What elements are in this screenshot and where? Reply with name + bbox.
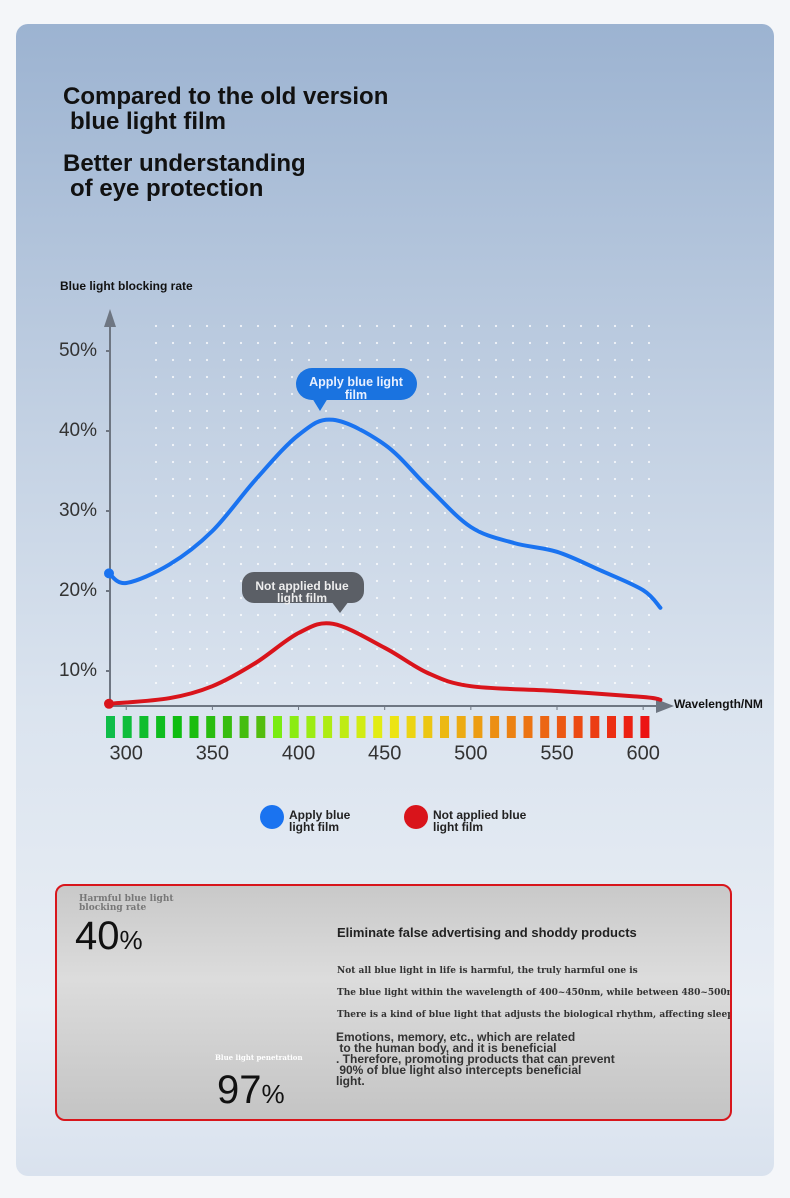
info-heading: Eliminate false advertising and shoddy p… xyxy=(337,925,637,940)
series-line xyxy=(107,417,663,610)
title-line: blue light film xyxy=(70,108,226,135)
x-tick-label: 350 xyxy=(196,742,229,764)
x-tick-label: 450 xyxy=(368,742,401,764)
y-tick-label: 30% xyxy=(59,500,97,521)
color-swatch xyxy=(473,716,483,738)
x-tick-label: 400 xyxy=(282,742,315,764)
info-line: to the human body, and it is beneficial xyxy=(336,1041,557,1055)
y-arrow xyxy=(104,309,116,327)
color-swatch xyxy=(506,716,516,738)
series-start-dot xyxy=(104,568,114,579)
info-line: 90% of blue light also intercepts benefi… xyxy=(336,1063,582,1077)
callout-bubble xyxy=(296,368,417,400)
legend-swatch xyxy=(404,805,428,829)
title-line: Compared to the old version xyxy=(63,83,389,110)
color-swatch xyxy=(406,716,416,738)
series-start-dot xyxy=(104,698,114,709)
info-box: Harmful blue light blocking rate 40% Blu… xyxy=(55,884,732,1121)
info-line: The blue light within the wavelength of … xyxy=(337,988,732,998)
color-swatch xyxy=(306,716,316,738)
color-swatch xyxy=(523,716,533,738)
legend-label: Not applied blue light film xyxy=(433,808,527,834)
info-line: There is a kind of blue light that adjus… xyxy=(337,1010,732,1020)
stat-value: 40% xyxy=(75,914,143,959)
color-swatch xyxy=(139,716,149,738)
color-swatch xyxy=(106,716,115,738)
color-swatch xyxy=(239,716,249,738)
stat-unit: % xyxy=(119,925,143,955)
color-swatch xyxy=(156,716,166,738)
legend-swatch xyxy=(260,805,284,829)
color-bar xyxy=(106,716,650,738)
stat-number: 40 xyxy=(75,914,120,958)
color-swatch xyxy=(206,716,216,738)
color-swatch xyxy=(389,716,399,738)
color-swatch xyxy=(373,716,383,738)
color-swatch xyxy=(273,716,282,738)
callout-pointer xyxy=(312,398,328,411)
y-tick-label: 40% xyxy=(59,420,97,441)
y-axis-label: Blue light blocking rate xyxy=(60,279,193,293)
callout-text: Not applied blue light film xyxy=(255,579,349,605)
info-line: light. xyxy=(336,1074,365,1088)
callout-pointer xyxy=(331,601,349,613)
color-swatch xyxy=(222,716,232,738)
subtitle-line: Better understanding xyxy=(63,150,306,177)
color-swatch xyxy=(573,716,583,738)
callout-bubble xyxy=(242,572,364,603)
color-swatch xyxy=(356,716,366,738)
stat-number: 97 xyxy=(217,1068,262,1112)
color-swatch xyxy=(540,716,550,738)
color-swatch xyxy=(122,716,132,738)
subtitle-line: of eye protection xyxy=(70,175,264,202)
color-swatch xyxy=(423,716,433,738)
color-swatch xyxy=(440,716,449,738)
y-tick-label: 10% xyxy=(59,660,97,681)
color-swatch xyxy=(189,716,199,738)
color-swatch xyxy=(590,716,600,738)
color-swatch xyxy=(289,716,299,738)
stat-unit: % xyxy=(261,1079,285,1109)
color-swatch xyxy=(172,716,182,738)
stat-value: 97% xyxy=(217,1068,285,1113)
color-swatch xyxy=(640,716,650,738)
color-swatch xyxy=(556,716,566,738)
color-swatch xyxy=(456,716,466,738)
x-tick-label: 550 xyxy=(540,742,573,764)
info-line: Not all blue light in life is harmful, t… xyxy=(337,966,638,976)
info-line: Emotions, memory, etc., which are relate… xyxy=(336,1030,576,1044)
subtitle: Better understanding of eye protection xyxy=(63,151,306,201)
title: Compared to the old version blue light f… xyxy=(63,84,388,134)
legend-label: Apply blue light film xyxy=(289,808,351,834)
y-tick-label: 50% xyxy=(59,340,97,361)
color-swatch xyxy=(339,716,349,738)
color-swatch xyxy=(256,716,266,738)
stat-label: Harmful blue light blocking rate xyxy=(79,894,174,913)
info-line: . Therefore, promoting products that can… xyxy=(336,1052,615,1066)
color-swatch xyxy=(490,716,500,738)
series-line xyxy=(107,621,663,706)
x-tick-label: 500 xyxy=(454,742,487,764)
x-arrow xyxy=(656,699,674,713)
color-swatch xyxy=(623,716,633,738)
stat-label: Blue light penetration xyxy=(215,1053,303,1062)
x-tick-label: 600 xyxy=(626,742,659,764)
x-tick-label: 300 xyxy=(110,742,143,764)
x-axis-label: Wavelength/NM xyxy=(674,697,763,711)
color-swatch xyxy=(323,716,333,738)
color-swatch xyxy=(607,716,616,738)
y-tick-label: 20% xyxy=(59,580,97,601)
callout-text: Apply blue light film xyxy=(309,375,403,402)
